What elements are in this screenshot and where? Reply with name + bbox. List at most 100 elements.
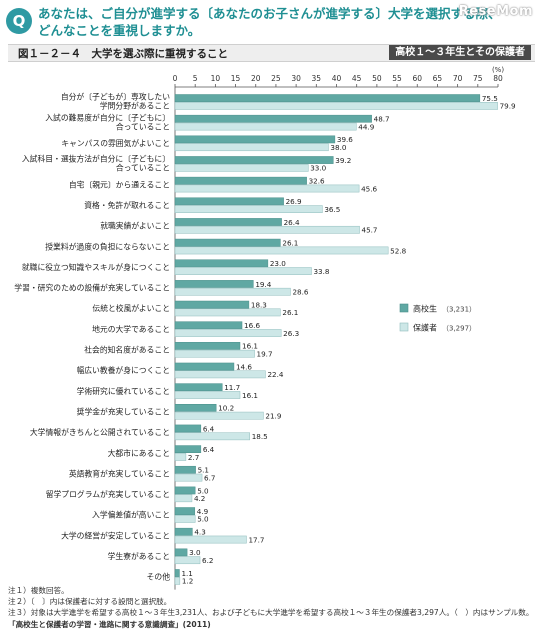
bar-parent (174, 453, 187, 461)
x-tick-label: 15 (231, 74, 241, 83)
bar-student (174, 362, 235, 371)
note-2: 注２）〔 〕内は保護者に対する設問と選択肢。 (8, 597, 172, 607)
data-label: 6.4 (203, 424, 215, 433)
data-label: 45.7 (362, 226, 378, 235)
bar-student (174, 445, 202, 453)
bar-student (174, 486, 196, 495)
category-label: 就職実績がよいこと (100, 221, 170, 231)
bar-student (174, 135, 336, 144)
bar-parent (174, 143, 329, 152)
data-label: 3.0 (189, 548, 201, 557)
data-label: 26.9 (286, 197, 302, 206)
bar-student (174, 218, 282, 226)
data-label: 44.9 (358, 122, 374, 131)
watermark-logo: ReseMom (458, 4, 533, 19)
bar-parent (174, 494, 193, 503)
bar-student (174, 527, 193, 536)
data-label: 5.0 (197, 515, 209, 524)
data-label: 6.2 (202, 556, 213, 565)
question-text: あなたは、ご自分が進学する〔あなたのお子さんが進学する〕大学を選択する際、どんな… (38, 6, 501, 38)
category-label: 幅広い教養が身につくこと (76, 365, 170, 375)
data-label: 6.7 (204, 473, 215, 482)
x-tick-label: 30 (291, 74, 301, 83)
data-label: 21.9 (265, 411, 281, 420)
x-tick-label: 0 (173, 74, 178, 83)
bar-student (174, 383, 223, 392)
data-label: 4.2 (194, 494, 205, 503)
note-3: 注３）対象は大学進学を希望する高校１～３年生3,231人、および子どもに大学進学… (8, 608, 534, 618)
data-label: 26.1 (282, 308, 298, 317)
data-label: 23.0 (270, 259, 286, 268)
category-label: 奨学金が充実していること (77, 406, 170, 416)
data-label: 10.2 (218, 404, 234, 413)
category-label: 学術研究に優れていること (77, 386, 170, 396)
bar-student (174, 176, 307, 185)
category-label: 資格・免許が取れること (84, 200, 170, 210)
data-label: 39.6 (337, 135, 353, 144)
category-label: 大都市にあること (108, 448, 170, 458)
legend-label: 高校生 (413, 304, 437, 314)
bar-parent (174, 411, 264, 420)
bar-student (174, 548, 188, 557)
bar-student (174, 156, 334, 164)
x-tick-label: 25 (271, 74, 281, 83)
data-label: 45.6 (361, 184, 377, 193)
bar-student (174, 300, 250, 309)
category-label: 大学情報がきちんと公開されていること (30, 427, 170, 437)
data-label: 14.6 (236, 362, 252, 371)
bar-parent (174, 535, 247, 544)
bar-parent (174, 556, 201, 565)
notes: 注１）複数回答。 注２）〔 〕内は保護者に対する設問と選択肢。 注３）対象は大学… (8, 585, 538, 630)
data-label: 4.9 (197, 507, 209, 516)
data-label: 36.5 (324, 205, 340, 214)
bar-student (174, 114, 372, 123)
category-label: 合っていること (116, 163, 170, 173)
bar-student (174, 465, 196, 474)
bar-parent (174, 164, 309, 172)
figure-title: 図１－２－４ 大学を選ぶ際に重視すること (18, 48, 228, 60)
bar-parent (174, 225, 360, 234)
data-label: 48.7 (374, 115, 390, 124)
figure-tag: 高校１～３年生とその保護者 (389, 45, 531, 60)
data-label: 26.3 (283, 329, 299, 338)
data-label: 4.3 (194, 528, 205, 537)
data-label: 26.4 (284, 218, 300, 227)
category-label: 入試の難易度が自分に〔子どもに〕 (45, 112, 170, 122)
bar-student (174, 424, 202, 433)
bar-parent (174, 308, 281, 317)
bar-parent (174, 349, 255, 358)
bar-parent (174, 473, 203, 482)
category-label: 社会的知名度があること (84, 345, 170, 355)
category-label: 合っていること (116, 121, 170, 131)
category-label: 学問分野があること (100, 101, 170, 111)
x-tick-label: 20 (251, 74, 261, 83)
category-label: 学生寮があること (108, 551, 170, 561)
note-1: 注１）複数回答。 (8, 586, 69, 595)
data-label: 32.6 (309, 177, 325, 186)
bar-student (174, 197, 284, 206)
category-label: 自分が〔子どもが〕専攻したい (61, 92, 170, 102)
bar-parent (174, 432, 250, 441)
data-label: 17.7 (248, 535, 264, 544)
category-label: 就職に役立つ知識やスキルが身につくこと (22, 262, 170, 272)
bar-parent (174, 184, 360, 193)
category-label: 入試科目・選抜方法が自分に〔子どもに〕 (22, 154, 170, 164)
data-label: 39.2 (335, 156, 351, 165)
data-label: 1.2 (182, 577, 193, 586)
category-label: 留学プログラムが充実していること (46, 489, 170, 499)
bar-student (174, 321, 243, 330)
category-label: その他 (147, 572, 171, 582)
bar-student (174, 507, 196, 515)
category-label: 英語教育が充実していること (69, 468, 170, 478)
data-label: 18.3 (251, 300, 267, 309)
x-tick-label: 55 (392, 74, 402, 83)
x-tick-label: 80 (493, 74, 503, 83)
legend-swatch-parent (399, 322, 409, 332)
bar-student (174, 94, 481, 102)
bar-parent (174, 246, 389, 255)
x-tick-label: 45 (352, 74, 362, 83)
bar-parent (174, 515, 196, 523)
data-label: 52.8 (390, 246, 406, 255)
data-label: 16.1 (242, 391, 258, 400)
